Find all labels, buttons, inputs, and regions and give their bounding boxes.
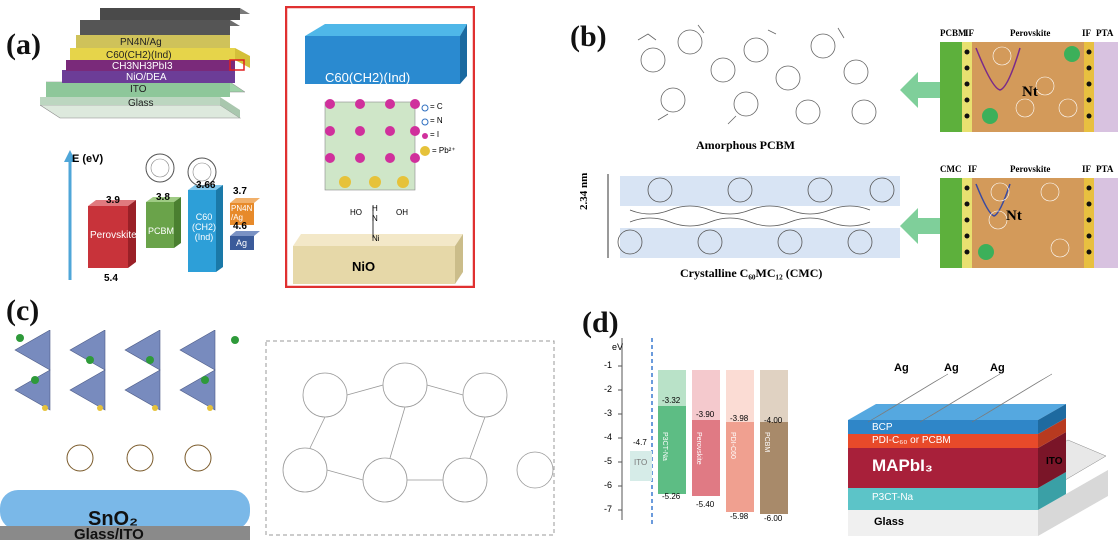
energy-diagram-a: [64, 150, 260, 280]
device-ag-2: Ag: [944, 362, 959, 374]
d-ito-name: ITO: [634, 458, 648, 467]
level-c60-name: C60 (CH2) (Ind): [192, 212, 216, 242]
box-top-if1: IF: [965, 28, 974, 38]
energy-axis-label: E (eV): [72, 153, 104, 165]
perovskite-sno2-scheme: [0, 330, 250, 540]
box-top-mid: Perovskite: [1010, 28, 1051, 38]
d-pdi-bottom: -5.98: [730, 512, 749, 521]
stack-layer-perovskite: CH3NH3PbI3: [112, 61, 173, 72]
legend-i: = I: [430, 130, 440, 139]
legend-c: = C: [430, 102, 443, 111]
box-top-right: PTA: [1096, 28, 1114, 38]
device-etl: PDI-C₆₀ or PCBM: [872, 435, 951, 446]
box-bottom-right: PTA: [1096, 164, 1114, 174]
stack-layer-pn4n: PN4N/Ag: [120, 37, 162, 48]
level-pcbm-top: 3.8: [156, 192, 170, 203]
energy-diagram-d: [618, 338, 788, 525]
dea-h: H: [372, 204, 378, 213]
d-p3ct-top: -3.32: [662, 396, 681, 405]
d-perov-top: -3.90: [696, 410, 715, 419]
level-perovskite-top: 3.9: [106, 195, 120, 206]
box-bottom-if2: IF: [1082, 164, 1091, 174]
box-top-left-label: PCBM: [940, 28, 967, 38]
d-tick-4: -4: [604, 432, 613, 442]
box-bottom-mid: Perovskite: [1010, 164, 1051, 174]
level-c60-top: 3.66: [196, 180, 216, 191]
d-ito-value: -4.7: [633, 438, 647, 447]
interface-box-bottom: [940, 178, 1118, 268]
level-perovskite-name: Perovskite: [90, 230, 137, 241]
inset-top-layer-label: C60(CH2)(Ind): [325, 70, 411, 85]
interface-box-top: [940, 42, 1118, 132]
d-p3ct-name: P3CT-Na: [661, 432, 668, 461]
d-pcbm-name: PCBM: [763, 432, 770, 453]
device-glass: Glass: [874, 516, 904, 528]
device-ito: ITO: [1046, 456, 1063, 467]
level-ag-name: Ag: [236, 238, 248, 248]
amorphous-caption: Amorphous PCBM: [696, 138, 796, 152]
box-bottom-left-label: CMC: [940, 164, 962, 174]
stack-layer-c60: C60(CH2)(Ind): [106, 50, 172, 61]
d-tick-2: -2: [604, 384, 613, 394]
arrow-bottom-icon: [900, 208, 940, 244]
box-bottom-nt: Nt: [1006, 208, 1022, 224]
box-top-nt: Nt: [1022, 84, 1038, 100]
stack-layer-glass: Glass: [128, 98, 154, 109]
level-pcbm-name: PCBM: [148, 226, 175, 236]
dea-ni: Ni: [372, 234, 380, 243]
box-top-if2: IF: [1082, 28, 1091, 38]
d-perov-name: Perovskite: [695, 432, 702, 465]
level-perovskite-bottom: 5.4: [104, 273, 118, 284]
panel-a-label: (a): [6, 28, 41, 61]
dea-n: N: [372, 214, 378, 223]
legend-n: = N: [430, 116, 443, 125]
d-pdi-top: -3.98: [730, 414, 749, 423]
level-pn4n-top: 3.7: [233, 186, 247, 197]
d-tick-7: -7: [604, 504, 613, 514]
d-p3ct-bottom: -5.26: [662, 492, 681, 501]
crystalline-cmc-sketch: [607, 174, 900, 258]
spacing-label: 2.34 nm: [578, 172, 590, 210]
panel-d-label: (d): [582, 306, 619, 339]
device-stack-d: [848, 373, 1108, 536]
dea-ho: HO: [350, 208, 362, 217]
arrow-top-icon: [900, 72, 940, 108]
d-pdi-name: PDI-C60: [729, 432, 736, 459]
d-tick-6: -6: [604, 480, 613, 490]
legend-pb: = Pb²⁺: [432, 146, 456, 155]
d-perov-bottom: -5.40: [696, 500, 715, 509]
amorphous-pcbm-sketch: [637, 24, 877, 125]
d-pcbm-bottom: -6.00: [764, 514, 783, 523]
inset-bottom-layer-label: NiO: [352, 259, 376, 274]
d-tick-5: -5: [604, 456, 613, 466]
d-pcbm-top: -4.00: [764, 416, 783, 425]
device-ag-3: Ag: [990, 362, 1005, 374]
level-ag-top: 4.6: [233, 221, 247, 232]
box-bottom-if1: IF: [968, 164, 977, 174]
device-stack-a: [40, 8, 250, 119]
d-tick-3: -3: [604, 408, 613, 418]
crystalline-caption: Crystalline C₆₀MC₁₂ (CMC): [680, 266, 823, 280]
stack-layer-nio: NiO/DEA: [126, 72, 167, 83]
level-pn4n-name: PN4N /Ag: [231, 204, 253, 222]
fullerene-network-sketch: [265, 340, 555, 536]
device-htl: P3CT-Na: [872, 492, 914, 503]
d-tick-1: -1: [604, 360, 613, 370]
device-ag-1: Ag: [894, 362, 909, 374]
panel-b-label: (b): [570, 20, 607, 53]
dea-oh: OH: [396, 208, 408, 217]
device-absorber: MAPbI₃: [872, 456, 933, 475]
panel-c-label: (c): [6, 294, 40, 327]
d-axis-label: eV: [612, 342, 624, 352]
stack-layer-ito: ITO: [130, 84, 147, 95]
interface-inset-a: [285, 6, 475, 288]
device-bcp: BCP: [872, 422, 893, 433]
substrate-label: Glass/ITO: [74, 526, 144, 543]
sno2-label: SnO₂: [88, 508, 138, 530]
